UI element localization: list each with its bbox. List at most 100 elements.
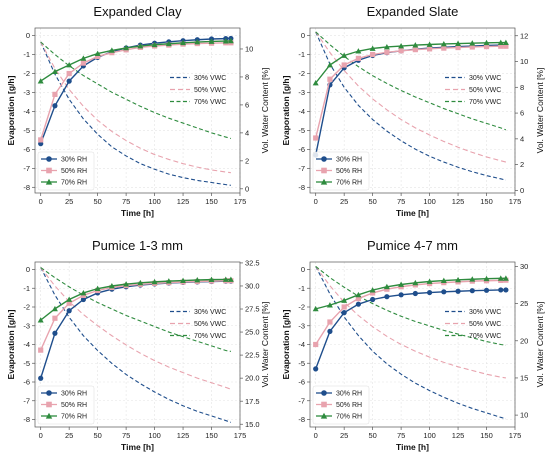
y-axis-label: Evaporation [g/h] (6, 75, 16, 145)
plot-frame (34, 27, 241, 194)
data-point (412, 42, 419, 48)
legend-label: 50% RH (61, 168, 87, 175)
data-point (165, 40, 172, 47)
data-point (384, 294, 390, 300)
y-tick-label: -4 (298, 340, 305, 349)
data-point (326, 61, 333, 68)
data-point (37, 317, 44, 323)
vwc-series-line (40, 267, 232, 390)
x-tick-label: 25 (340, 431, 348, 440)
y-right-tick-label: 30.0 (245, 282, 260, 291)
y-tick-label: 0 (26, 265, 30, 274)
data-point (370, 290, 376, 296)
data-point (355, 301, 362, 307)
data-point (383, 283, 390, 290)
y-tick-label: -3 (298, 88, 305, 97)
y-right-tick-label: 32.5 (245, 259, 260, 268)
x-tick-label: 0 (39, 431, 43, 440)
y-tick-label: 0 (301, 265, 305, 274)
y-right-tick-label: 17.5 (245, 397, 260, 406)
data-point (341, 52, 348, 58)
x-tick-label: 100 (148, 431, 161, 440)
data-point (503, 43, 509, 49)
data-point (483, 275, 490, 282)
y-tick-label: -8 (298, 415, 305, 424)
x-tick-label: 150 (480, 197, 493, 206)
y-right-axis-label: Vol. Water Content [%] (260, 68, 270, 154)
data-point (440, 40, 447, 47)
data-point (95, 53, 101, 60)
chart-panel: Pumice 4-7 mm 0 25 50 75 100 125 150 175 0 -1 -2 -3 -… (281, 238, 545, 452)
data-point (326, 302, 333, 308)
x-axis-label: Time [h] (396, 442, 429, 452)
data-point (441, 45, 447, 51)
data-point (137, 279, 144, 286)
data-point (327, 76, 333, 82)
x-tick-label: 0 (314, 197, 318, 206)
vwc-series-line (40, 267, 231, 352)
data-point (66, 70, 72, 77)
legend-marker (46, 401, 52, 408)
data-point (227, 276, 234, 282)
data-point (369, 45, 376, 51)
x-tick-label: 150 (205, 431, 218, 440)
evaporation-legend: 30% RH 50% RH 70% RH (37, 151, 95, 191)
x-axis-label: Time [h] (121, 442, 154, 452)
data-point (194, 277, 201, 283)
data-point (80, 292, 87, 298)
legend-box (312, 385, 370, 425)
legend-label: 70% VWC (194, 99, 226, 106)
plot-frame (309, 27, 516, 194)
x-axis-label: Time [h] (396, 208, 429, 218)
x-tick-label: 25 (340, 197, 348, 206)
legend-box (37, 385, 95, 425)
data-point (497, 39, 504, 45)
x-tick-label: 125 (452, 197, 465, 206)
data-point (469, 288, 475, 294)
y-right-tick-label: 4 (245, 128, 249, 137)
vwc-series-line (40, 41, 232, 140)
y-tick-label: -3 (298, 321, 305, 330)
legend-marker (46, 390, 52, 396)
x-tick-label: 125 (452, 431, 465, 440)
legend-label: 50% VWC (194, 87, 226, 94)
y-tick-label: -5 (23, 359, 30, 368)
x-tick-label: 125 (177, 431, 190, 440)
data-point (412, 279, 419, 286)
data-point (208, 276, 215, 283)
legend-label: 50% VWC (469, 87, 501, 94)
data-point (398, 281, 405, 287)
legend-marker (46, 167, 52, 174)
data-point (51, 305, 58, 312)
y-tick-label: -6 (23, 145, 30, 154)
data-point (108, 47, 115, 53)
data-point (165, 278, 172, 284)
data-point (38, 347, 44, 353)
legend-label: 30% RH (336, 157, 362, 164)
y-right-tick-label: 10 (245, 45, 253, 54)
legend-label: 70% VWC (469, 333, 501, 340)
legend-label: 70% VWC (469, 99, 501, 106)
x-tick-label: 25 (65, 197, 73, 206)
data-point (383, 43, 390, 50)
x-tick-label: 75 (397, 197, 405, 206)
y-right-tick-label: 10 (520, 57, 528, 66)
y-right-tick-label: 12 (520, 31, 528, 40)
y-right-tick-label: 6 (245, 101, 249, 110)
data-point (483, 287, 490, 293)
data-point (80, 55, 87, 61)
vwc-series-line (315, 31, 507, 181)
y-right-tick-label: 10 (520, 411, 528, 420)
evaporation-legend: 30% RH 50% RH 70% RH (312, 151, 370, 191)
x-tick-label: 75 (397, 431, 405, 440)
data-point (180, 39, 187, 46)
y-right-axis-label: Vol. Water Content [%] (260, 302, 270, 388)
legend-marker (321, 390, 327, 396)
data-point (469, 40, 476, 46)
y-tick-label: -1 (298, 284, 305, 293)
y-tick-label: -1 (23, 284, 30, 293)
vwc-series-line (315, 266, 507, 420)
data-point (227, 37, 234, 44)
data-point (108, 283, 115, 289)
plot-area (37, 35, 234, 186)
